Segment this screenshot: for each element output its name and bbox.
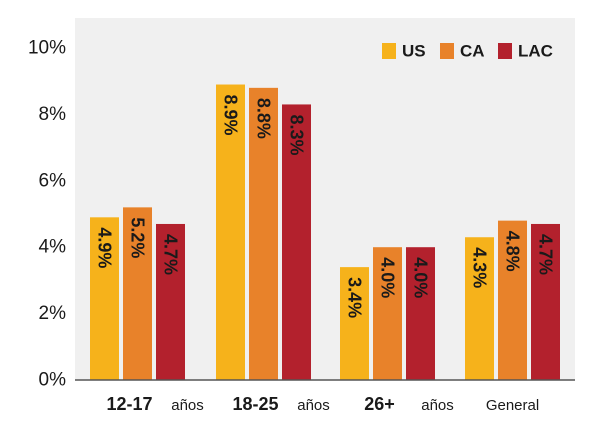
y-tick-label: 6%	[39, 170, 67, 191]
x-category-sublabel: años	[297, 397, 330, 414]
bar-lac-26-a-os	[406, 247, 435, 380]
bar-lac-general	[531, 223, 560, 380]
x-category-label: 18-25	[232, 394, 278, 414]
data-label-ca-12-17-a-os: 5.2%	[128, 217, 148, 258]
bar-ca-18-25-a-os	[249, 87, 278, 380]
bar-lac-18-25-a-os	[282, 104, 311, 380]
data-label-lac-general: 4.7%	[536, 234, 556, 275]
y-tick-label: 10%	[28, 38, 66, 59]
bar-us-12-17-a-os	[90, 217, 119, 380]
x-axis-categories: 12-17 años 18-25 años 26+ años General	[106, 394, 539, 414]
data-label-ca-26-a-os: 4.0%	[378, 257, 398, 298]
y-tick-label: 4%	[39, 237, 67, 258]
legend-label-us: US	[402, 42, 426, 61]
x-category-label: 12-17	[106, 394, 152, 414]
data-label-us-18-25-a-os: 8.9%	[221, 95, 241, 136]
bars-group	[90, 84, 560, 381]
bar-lac-12-17-a-os	[156, 223, 185, 380]
y-axis-ticks: 0% 2% 4% 6% 8% 10%	[28, 38, 66, 391]
legend: US CA LAC	[382, 42, 553, 61]
x-category-label: General	[486, 397, 539, 414]
legend-swatch-us	[382, 43, 396, 59]
bar-us-18-25-a-os	[216, 84, 245, 381]
x-category-sublabel: años	[171, 397, 204, 414]
legend-swatch-lac	[498, 43, 512, 59]
y-tick-label: 0%	[39, 370, 67, 391]
legend-label-ca: CA	[460, 42, 485, 61]
x-category-label: 26+	[364, 394, 395, 414]
bar-us-26-a-os	[340, 267, 369, 380]
data-label-ca-18-25-a-os: 8.8%	[254, 98, 274, 139]
data-labels-group: 4.9% 8.9% 3.4% 4.3% 5.2% 8.8% 4.0% 4.8% 4.7% 8.3%…	[95, 95, 556, 319]
legend-swatch-ca	[440, 43, 454, 59]
data-label-lac-18-25-a-os: 8.3%	[287, 114, 307, 155]
data-label-us-12-17-a-os: 4.9%	[95, 227, 115, 268]
y-tick-label: 2%	[39, 303, 67, 324]
y-tick-label: 8%	[39, 104, 67, 125]
legend-label-lac: LAC	[518, 42, 553, 61]
data-label-us-general: 4.3%	[470, 247, 490, 288]
data-label-lac-12-17-a-os: 4.7%	[161, 234, 181, 275]
bar-ca-26-a-os	[373, 247, 402, 380]
bar-us-general	[465, 237, 494, 380]
data-label-ca-general: 4.8%	[503, 231, 523, 272]
bar-ca-general	[498, 220, 527, 380]
data-label-us-26-a-os: 3.4%	[345, 277, 365, 318]
bar-ca-12-17-a-os	[123, 207, 152, 380]
x-category-sublabel: años	[421, 397, 454, 414]
data-label-lac-26-a-os: 4.0%	[411, 257, 431, 298]
